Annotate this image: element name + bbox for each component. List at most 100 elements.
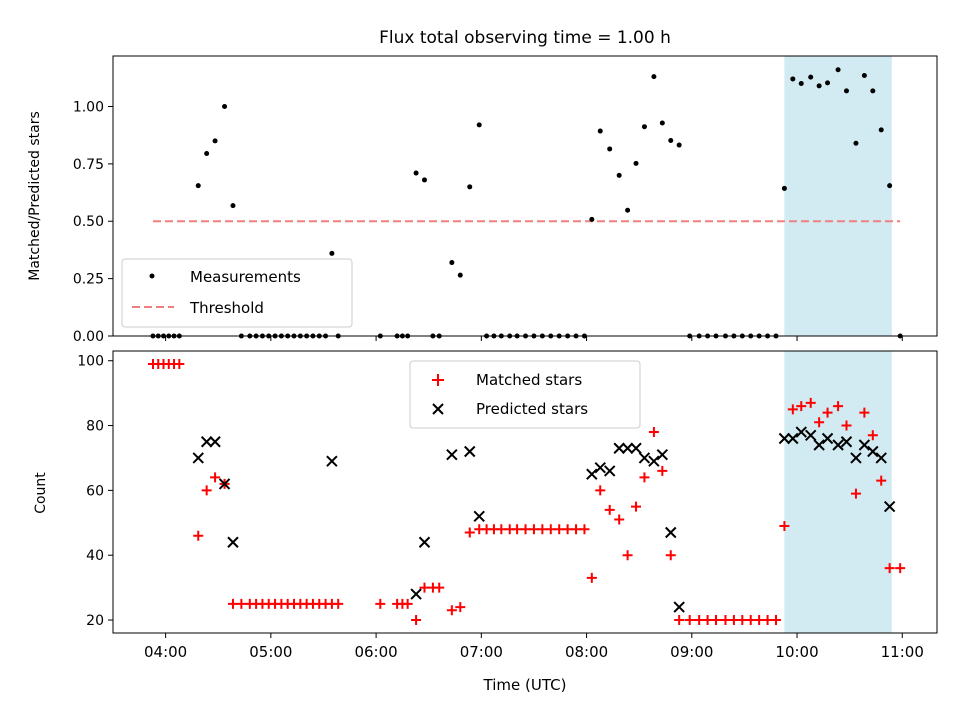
matched-point — [554, 524, 565, 535]
y-tick-label: 20 — [86, 613, 104, 629]
predicted-point — [656, 449, 669, 461]
y-tick-label: 80 — [86, 419, 104, 435]
x-tick-label: 11:00 — [881, 643, 924, 661]
y-tick-label: 0.25 — [73, 272, 104, 288]
y-tick-label: 0.00 — [73, 329, 104, 345]
predicted-point — [821, 432, 834, 445]
matched-point — [694, 615, 705, 626]
matched-point — [876, 475, 887, 486]
measurement-point — [853, 140, 859, 146]
x-tick-label: 06:00 — [354, 643, 397, 661]
matched-point — [236, 598, 247, 609]
matched-point — [201, 485, 212, 496]
measurement-point — [659, 120, 665, 126]
predicted-point — [604, 465, 616, 477]
predicted-point — [850, 452, 862, 464]
measurement-point — [467, 184, 473, 190]
measurement-point — [798, 81, 804, 87]
predicted-point — [192, 452, 204, 464]
predicted-point — [883, 500, 896, 513]
matched-point — [496, 524, 507, 535]
predicted-point — [200, 436, 213, 448]
matched-point — [639, 472, 650, 483]
matched-point — [210, 472, 221, 483]
matched-point — [779, 521, 790, 532]
measurement-point — [204, 151, 210, 157]
predicted-point — [648, 455, 660, 467]
measurement-point — [329, 250, 335, 256]
y-tick-label: 40 — [86, 548, 104, 564]
predicted-point — [209, 436, 221, 448]
bottom-y-axis-label: Count — [33, 472, 49, 514]
matched-point — [674, 615, 685, 626]
matched-point — [787, 404, 798, 415]
predicted-point — [326, 455, 338, 467]
matched-point — [805, 397, 816, 408]
predicted-point — [795, 426, 807, 438]
predicted-point — [875, 452, 887, 464]
x-tick-label: 10:00 — [775, 643, 818, 661]
measurement-point — [641, 124, 647, 130]
predicted-point — [665, 526, 677, 539]
measurement-point — [676, 142, 682, 148]
matched-point — [419, 582, 430, 593]
measurement-point — [887, 183, 893, 189]
matched-point — [595, 485, 606, 496]
measurement-point — [616, 172, 622, 178]
x-tick-label: 08:00 — [565, 643, 608, 661]
matched-point — [227, 598, 238, 609]
bottom-panel: 20 40 60 80 100 04:00 05:00 06:00 07:00 08:00 09:… — [33, 350, 938, 694]
matched-point — [702, 615, 713, 626]
top-legend: Measurements Threshold — [121, 258, 353, 328]
predicted-point — [218, 478, 231, 490]
matched-point — [859, 407, 870, 418]
bottom-legend: Matched stars Predicted stars — [409, 360, 641, 429]
y-tick-label: 60 — [86, 483, 104, 499]
measurement-point — [230, 203, 236, 209]
matched-point — [770, 615, 781, 626]
matched-point — [464, 527, 475, 538]
matched-point — [402, 598, 413, 609]
bottom-legend-box — [409, 360, 641, 429]
predicted-point — [673, 601, 685, 613]
y-tick-label: 0.50 — [73, 214, 104, 230]
predicted-point — [586, 468, 598, 480]
matched-point — [562, 524, 573, 535]
predicted-point — [473, 510, 485, 523]
matched-point — [841, 420, 852, 431]
predicted-point — [630, 442, 642, 454]
matched-point — [586, 572, 597, 583]
matched-point — [850, 488, 861, 499]
predicted-point — [446, 449, 458, 461]
matched-point — [762, 615, 773, 626]
measurement-point — [457, 272, 463, 278]
predicted-point — [813, 439, 825, 451]
matched-point — [648, 427, 659, 438]
predicted-point — [621, 442, 634, 454]
matched-point — [604, 504, 615, 515]
legend-threshold-label: Threshold — [189, 299, 264, 317]
legend-predicted-label: Predicted stars — [476, 400, 588, 418]
measurement-point — [816, 83, 822, 89]
matched-point — [737, 615, 748, 626]
predicted-point — [613, 442, 625, 454]
matched-point — [579, 524, 590, 535]
predicted-point — [410, 588, 422, 600]
matched-point — [571, 524, 582, 535]
predicted-point — [418, 536, 431, 548]
measurement-point — [449, 260, 455, 266]
matched-point — [446, 605, 457, 616]
legend-matched-label: Matched stars — [476, 371, 582, 389]
predicted-point — [832, 439, 844, 451]
matched-point — [867, 430, 878, 441]
predicted-point — [594, 461, 606, 474]
measurement-point — [870, 88, 876, 94]
predicted-point — [464, 445, 476, 458]
matched-point — [520, 524, 531, 535]
matched-point — [657, 465, 668, 476]
matched-point — [895, 563, 906, 574]
matched-point — [411, 615, 422, 626]
bottom-panel-frame — [112, 350, 938, 634]
matched-point — [455, 602, 466, 613]
